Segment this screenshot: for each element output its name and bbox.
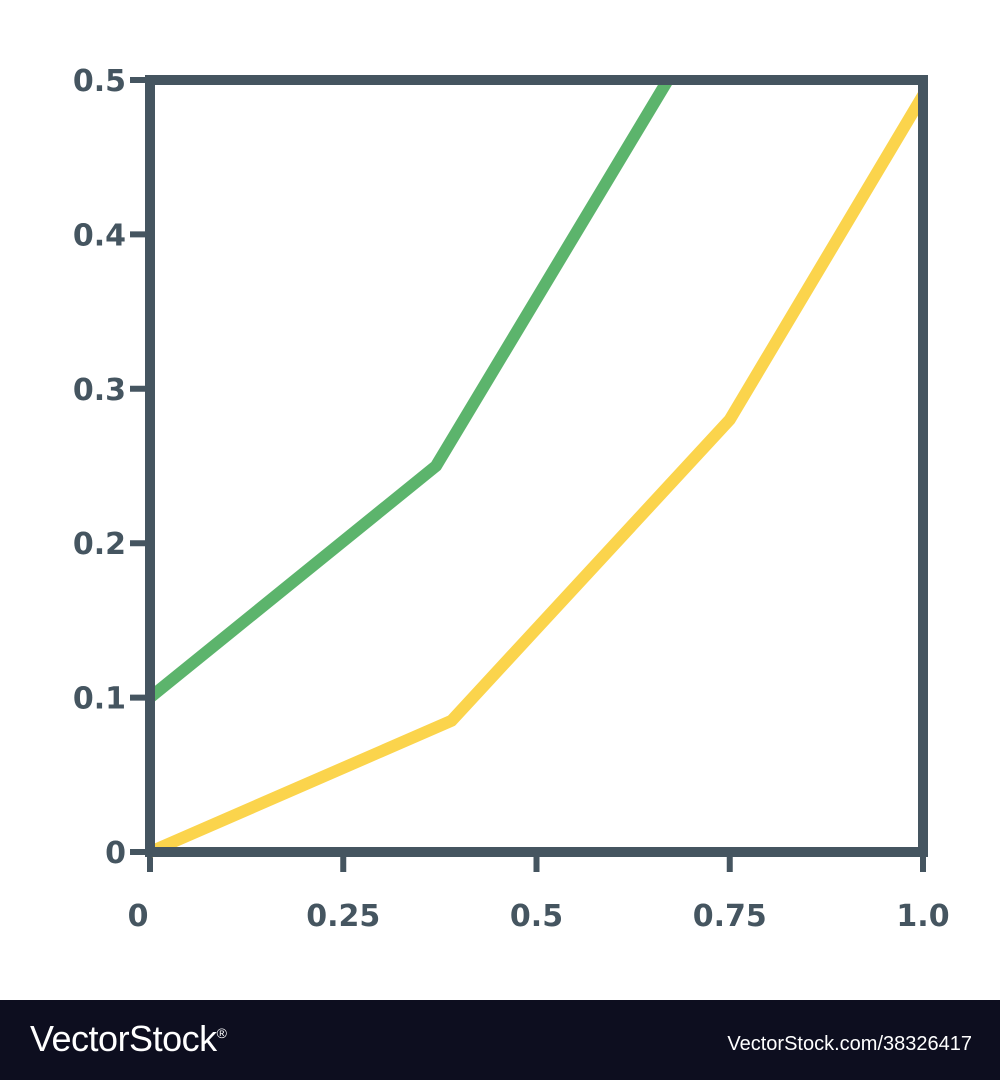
- x-tick-label: 0.75: [693, 899, 767, 934]
- image-id-text: VectorStock.com/38326417: [727, 1033, 972, 1055]
- y-tick-label: 0.2: [73, 527, 126, 562]
- chart-area: 0 0.25 0.5 0.75 1.0 0 0.1 0.2 0.3 0.4 0.5: [73, 64, 950, 934]
- series-line-2: [147, 92, 929, 858]
- x-tick-label: 1.0: [896, 899, 949, 934]
- y-tick-label: 0.5: [73, 64, 126, 99]
- brand-text: VectorStock: [30, 1018, 217, 1059]
- y-tick-label: 0: [105, 836, 126, 871]
- series-line-1: [146, 76, 674, 703]
- y-tick-label: 0.3: [73, 373, 126, 408]
- footer-bar: VectorStock® VectorStock.com/38326417: [0, 1000, 1000, 1080]
- y-tick-label: 0.1: [73, 682, 126, 717]
- line-chart: 0 0.25 0.5 0.75 1.0 0 0.1 0.2 0.3 0.4 0.5: [73, 64, 950, 934]
- x-tick-label: 0.5: [510, 899, 563, 934]
- registered-mark: ®: [216, 1025, 227, 1041]
- plot-frame: [145, 75, 928, 857]
- x-tick-label: 0: [128, 899, 149, 934]
- y-tick-label: 0.4: [73, 218, 126, 253]
- watermark-brand: VectorStock®: [30, 1018, 227, 1060]
- x-tick-label: 0.25: [306, 899, 380, 934]
